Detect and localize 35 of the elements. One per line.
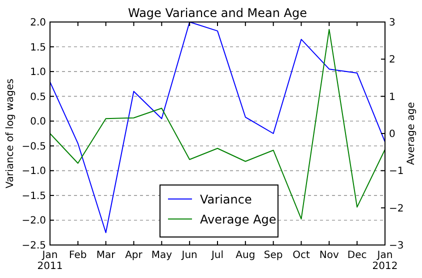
legend-label: Average Age bbox=[200, 212, 276, 226]
x-tick-label: Sep bbox=[264, 250, 283, 261]
x-tick-label: Jul bbox=[210, 250, 224, 261]
y2-tick-label: −1 bbox=[389, 166, 404, 178]
chart-title: Wage Variance and Mean Age bbox=[128, 6, 308, 20]
y-tick-label: −1.0 bbox=[22, 166, 46, 178]
y-tick-label: −2.5 bbox=[22, 240, 46, 252]
y-tick-label: 2.0 bbox=[30, 18, 46, 28]
y-tick-label: 0.0 bbox=[30, 116, 46, 128]
x-tick-label: Dec bbox=[347, 250, 367, 261]
x-tick-label: Jan 2012 bbox=[372, 250, 398, 272]
y-tick-label: −1.5 bbox=[22, 190, 46, 202]
x-tick-label: Jun bbox=[180, 250, 198, 261]
legend-label: Variance bbox=[200, 192, 252, 206]
y2-tick-label: 0 bbox=[389, 129, 396, 140]
y-tick-label: −0.5 bbox=[22, 141, 46, 152]
y-axis-title: Variance of log wages bbox=[5, 78, 16, 188]
x-tick-label: Jan 2011 bbox=[37, 250, 63, 272]
x-tick-label: May bbox=[151, 250, 172, 261]
y2-axis-title: Average age bbox=[406, 102, 417, 165]
y2-tick-label: −2 bbox=[389, 203, 404, 214]
y-tick-label: −2.0 bbox=[22, 216, 46, 227]
x-tick-label: Feb bbox=[69, 250, 87, 261]
y2-tick-label: −3 bbox=[389, 240, 404, 252]
y2-tick-label: 2 bbox=[389, 54, 396, 66]
x-tick-label: Mar bbox=[96, 250, 116, 261]
y-tick-label: 0.5 bbox=[30, 92, 46, 103]
y2-tick-label: 1 bbox=[389, 92, 396, 103]
y-tick-label: 1.0 bbox=[30, 67, 46, 78]
y2-tick-label: 3 bbox=[389, 18, 396, 28]
x-tick-label: Oct bbox=[292, 250, 310, 261]
x-tick-label: Apr bbox=[125, 250, 144, 261]
y-tick-label: 1.5 bbox=[30, 42, 46, 54]
x-tick-label: Nov bbox=[319, 250, 339, 261]
x-tick-label: Aug bbox=[236, 250, 256, 261]
